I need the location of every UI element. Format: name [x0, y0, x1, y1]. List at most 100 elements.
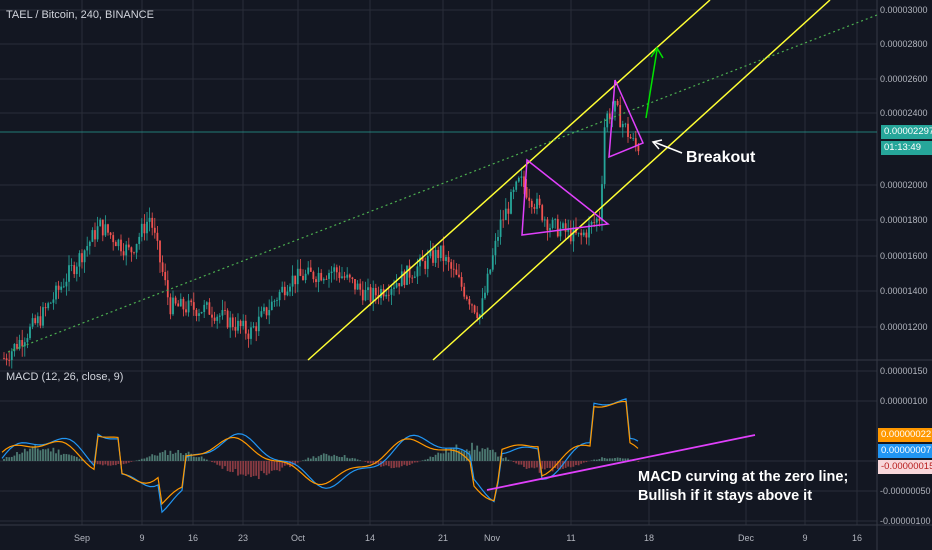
macd-hist-bar [283, 461, 286, 466]
macd-hist-bar [478, 451, 481, 461]
candle-body [637, 145, 640, 152]
candle-body [239, 320, 242, 327]
candle-body [502, 219, 505, 221]
candle-body [190, 300, 193, 303]
macd-hist-bar [78, 458, 81, 461]
candle-body [151, 217, 154, 228]
candle-body [244, 320, 247, 334]
macd-axis-label: 0.00000100 [880, 396, 928, 406]
macd-hist-bar [70, 455, 73, 461]
macd-hist-bar [424, 459, 427, 461]
candle-body [75, 266, 78, 275]
macd-hist-bar [476, 445, 479, 461]
macd-hist-bar [611, 458, 614, 461]
macd-hist-bar [460, 450, 463, 461]
candle-body [567, 228, 570, 232]
macd-hist-bar [47, 448, 50, 461]
macd-hist-bar [265, 461, 268, 476]
candle-body [294, 275, 297, 285]
macd-hist-bar [471, 442, 473, 461]
macd-hist-bar [450, 448, 453, 461]
candle-body [192, 302, 195, 310]
candle-body [348, 274, 351, 278]
candle-body [330, 271, 333, 274]
macd-hist-bar [29, 448, 31, 461]
candle-body [185, 309, 187, 313]
macd-hist-bar [367, 461, 369, 464]
macd-hist-bar [426, 458, 429, 461]
candle-body [49, 302, 52, 304]
macd-hist-bar [294, 461, 297, 464]
macd-hist-bar [179, 453, 182, 461]
candle-body [187, 300, 190, 313]
candle-body [564, 223, 567, 232]
macd-hist-bar [159, 452, 161, 461]
candle-body [325, 278, 328, 280]
macd-hist-bar [250, 461, 252, 478]
macd-hist-bar [416, 461, 419, 463]
candle-body [450, 262, 453, 269]
macd-hist-bar [242, 461, 245, 475]
candle-body [289, 286, 291, 292]
candle-body [205, 302, 208, 305]
candle-body [257, 316, 260, 332]
candle-body [229, 317, 232, 328]
macd-hist-bar [385, 461, 388, 466]
candle-body [65, 281, 68, 287]
macd-hist-bar [60, 454, 63, 461]
macd-hist-bar [312, 456, 315, 461]
macd-hist-bar [328, 455, 330, 461]
macd-hist-bar [354, 458, 356, 461]
candle-body [122, 251, 125, 256]
macd-hist-bar [16, 452, 18, 461]
macd-axis-label: -0.00000100 [880, 516, 931, 526]
candle-body [130, 247, 133, 253]
candle-body [5, 358, 8, 360]
candle-body [556, 219, 559, 237]
candle-body [338, 272, 341, 279]
candle-body [304, 273, 307, 281]
candle-body [286, 291, 289, 296]
candle-body [13, 343, 16, 352]
candle-body [452, 268, 455, 270]
candle-body [424, 261, 427, 269]
macd-hist-bar [73, 456, 76, 461]
macd-hist-bar [135, 460, 138, 461]
candle-body [8, 359, 11, 361]
candle-body [73, 265, 76, 275]
candle-body [317, 272, 320, 283]
candle-body [200, 312, 203, 314]
macd-line [1, 398, 639, 514]
macd-hist-bar [551, 461, 554, 472]
breakout-arrow-head [650, 46, 664, 59]
candle-body [606, 113, 609, 128]
candle-body [135, 243, 138, 253]
candle-body [3, 358, 5, 360]
macd-hist-bar [122, 461, 125, 465]
macd-hist-bar [502, 458, 505, 461]
price-axis-label: 0.00002800 [880, 39, 928, 49]
macd-hist-bar [68, 454, 70, 461]
candle-body [78, 253, 81, 267]
macd-hist-bar [359, 460, 362, 461]
candle-body [62, 286, 65, 288]
macd-hist-bar [36, 448, 39, 461]
candle-body [437, 249, 440, 259]
candle-body [504, 208, 507, 221]
macd-hist-bar [44, 449, 47, 461]
candle-body [593, 222, 596, 223]
candle-body [127, 244, 130, 248]
macd-hist-bar [585, 461, 588, 463]
macd-hist-bar [486, 447, 489, 461]
macd-hist-bar [125, 461, 128, 464]
candle-body [21, 340, 24, 347]
candle-body [341, 276, 343, 279]
macd-hist-bar [104, 461, 107, 465]
macd-hist-bar [346, 457, 349, 461]
macd-hist-bar [138, 459, 141, 461]
macd-hist-bar [541, 461, 544, 469]
macd-hist-bar [211, 461, 213, 463]
candle-body [125, 244, 128, 256]
candle-body [156, 232, 159, 241]
